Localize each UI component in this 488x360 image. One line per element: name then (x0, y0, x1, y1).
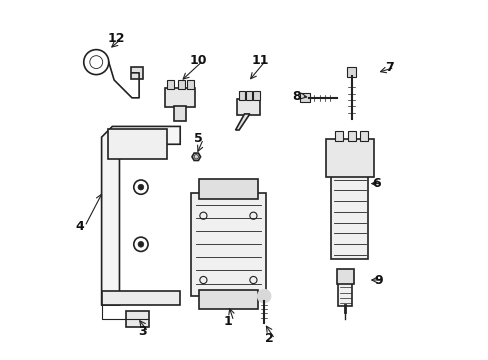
FancyBboxPatch shape (331, 175, 367, 259)
FancyBboxPatch shape (335, 131, 343, 141)
Text: 12: 12 (107, 32, 124, 45)
Text: 7: 7 (384, 61, 393, 74)
Text: 1: 1 (224, 315, 232, 328)
FancyBboxPatch shape (325, 139, 373, 177)
Text: 6: 6 (371, 177, 380, 190)
Polygon shape (102, 291, 180, 305)
Text: 10: 10 (189, 54, 206, 67)
FancyBboxPatch shape (347, 131, 355, 141)
Circle shape (138, 184, 143, 190)
FancyBboxPatch shape (186, 80, 194, 89)
FancyBboxPatch shape (346, 67, 356, 77)
Text: 2: 2 (264, 333, 273, 346)
Polygon shape (102, 126, 180, 305)
Text: 8: 8 (291, 90, 300, 103)
FancyBboxPatch shape (108, 129, 166, 159)
FancyBboxPatch shape (174, 107, 185, 121)
Circle shape (257, 290, 270, 302)
FancyBboxPatch shape (165, 88, 195, 108)
FancyBboxPatch shape (167, 80, 174, 89)
FancyBboxPatch shape (238, 91, 244, 100)
FancyBboxPatch shape (178, 80, 185, 89)
Circle shape (138, 242, 143, 247)
Polygon shape (192, 153, 200, 161)
FancyBboxPatch shape (336, 269, 353, 284)
FancyBboxPatch shape (199, 179, 257, 199)
Text: 3: 3 (138, 325, 147, 338)
Text: 9: 9 (373, 274, 382, 287)
Text: 4: 4 (75, 220, 83, 233)
FancyBboxPatch shape (236, 99, 259, 114)
FancyBboxPatch shape (199, 290, 257, 309)
Text: 11: 11 (251, 54, 269, 67)
Polygon shape (235, 114, 249, 130)
FancyBboxPatch shape (253, 91, 259, 100)
FancyBboxPatch shape (245, 91, 252, 100)
FancyBboxPatch shape (131, 67, 143, 79)
FancyBboxPatch shape (125, 311, 148, 327)
Text: 5: 5 (193, 132, 202, 145)
FancyBboxPatch shape (190, 193, 265, 296)
FancyBboxPatch shape (360, 131, 367, 141)
FancyBboxPatch shape (299, 93, 309, 103)
FancyBboxPatch shape (338, 276, 352, 306)
